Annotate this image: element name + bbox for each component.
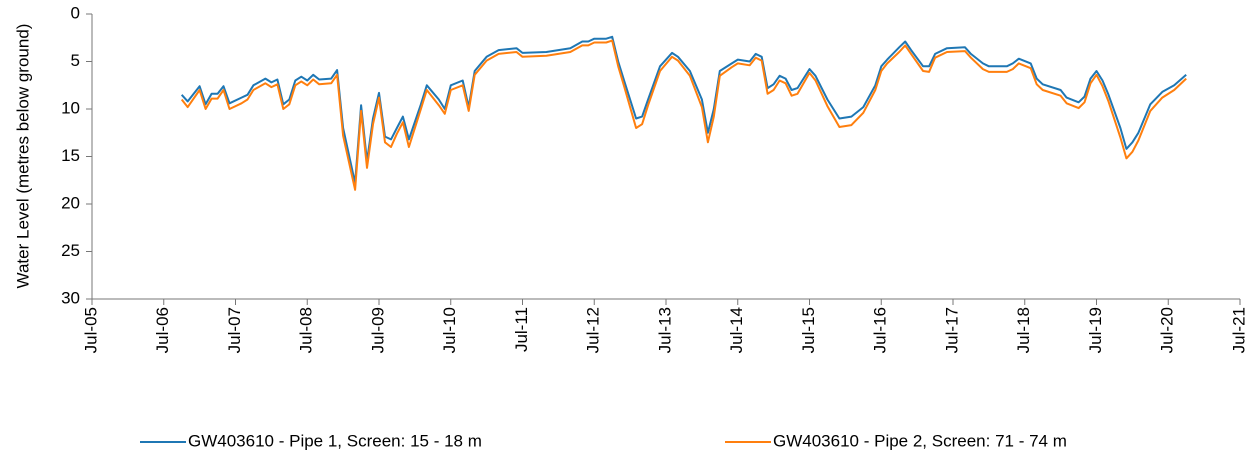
- x-tick-label: Jul-06: [153, 307, 172, 353]
- y-tick-label: 10: [61, 98, 80, 117]
- x-tick-label: Jul-17: [942, 307, 961, 353]
- x-tick-label: Jul-13: [655, 307, 674, 353]
- x-tick-label: Jul-09: [368, 307, 387, 353]
- x-tick-label: Jul-05: [81, 307, 100, 353]
- y-tick-label: 0: [71, 3, 80, 22]
- x-tick-label: Jul-10: [440, 307, 459, 353]
- x-tick-label: Jul-11: [512, 307, 531, 352]
- legend-label: GW403610 - Pipe 2, Screen: 71 - 74 m: [773, 431, 1067, 450]
- y-axis-label: Water Level (metres below ground): [13, 24, 32, 289]
- x-tick-label: Jul-12: [584, 307, 603, 353]
- series-line: [180, 35, 1187, 185]
- y-tick-label: 15: [61, 146, 80, 165]
- x-tick-label: Jul-20: [1158, 307, 1177, 353]
- y-tick-label: 20: [61, 193, 80, 212]
- y-tick-label: 5: [71, 51, 80, 70]
- x-tick-label: Jul-07: [225, 307, 244, 353]
- x-tick-label: Jul-21: [1229, 307, 1248, 353]
- x-tick-label: Jul-16: [871, 307, 890, 353]
- series-line: [180, 39, 1187, 191]
- x-tick-label: Jul-14: [727, 307, 746, 353]
- x-tick-label: Jul-08: [297, 307, 316, 353]
- legend-label: GW403610 - Pipe 1, Screen: 15 - 18 m: [188, 431, 482, 450]
- y-tick-label: 30: [61, 288, 80, 307]
- y-tick-label: 25: [61, 241, 80, 260]
- x-tick-label: Jul-19: [1086, 307, 1105, 353]
- x-tick-label: Jul-15: [799, 307, 818, 353]
- x-tick-label: Jul-18: [1014, 307, 1033, 353]
